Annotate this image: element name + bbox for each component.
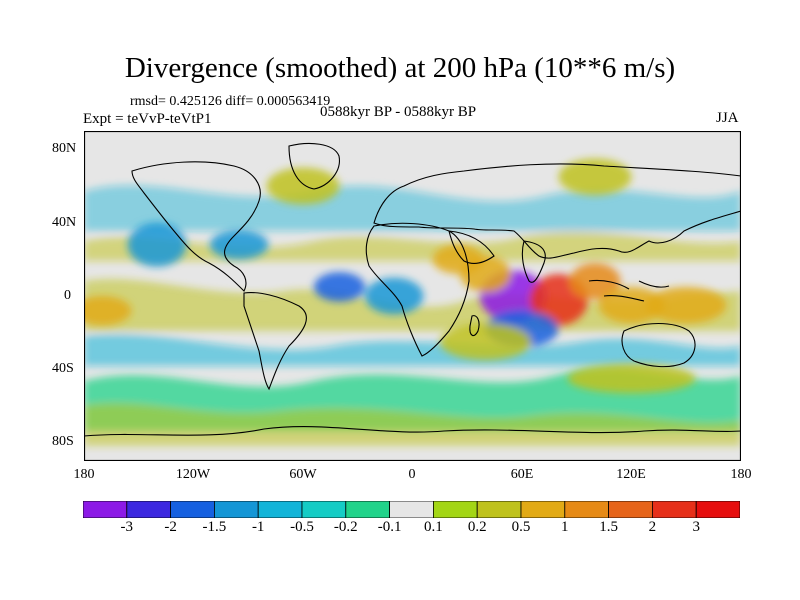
colorbar-swatch xyxy=(432,501,478,518)
colorbar-tick-label: 0.5 xyxy=(511,519,531,535)
colorbar-swatch xyxy=(301,501,347,518)
lon-label-120e: 120E xyxy=(616,467,646,482)
lon-label-120w: 120W xyxy=(175,467,211,482)
colorbar-swatch xyxy=(345,501,390,518)
colorbar-swatch xyxy=(520,501,566,518)
colorbar xyxy=(83,501,740,518)
lon-label-0: 0 xyxy=(408,467,416,482)
colorbar-tick-label: -0.5 xyxy=(290,519,314,535)
colorbar-tick-label: 0.2 xyxy=(467,519,487,535)
lon-label-180e: 180 xyxy=(730,467,752,482)
colorbar-swatch xyxy=(564,501,609,518)
stats-text: rmsd= 0.425126 diff= 0.000563419 xyxy=(130,94,331,109)
anomaly-blob xyxy=(365,277,424,315)
colorbar-swatch xyxy=(170,501,215,518)
colorbar-swatch xyxy=(389,501,434,518)
anomaly-blob xyxy=(569,263,621,300)
anomaly-blob xyxy=(127,222,187,267)
colorbar-swatch xyxy=(476,501,522,518)
colorbar-tick-label: 3 xyxy=(692,519,700,535)
season-label: JJA xyxy=(716,110,739,126)
experiment-label: Expt = teVvP-teVtP1 xyxy=(83,111,212,127)
lon-label-180w: 180 xyxy=(73,467,95,482)
anomaly-blob xyxy=(646,286,727,324)
colorbar-tick-label: 1.5 xyxy=(599,519,618,535)
anomaly-blob xyxy=(84,296,132,326)
lat-label-80n: 80N xyxy=(52,141,77,156)
anomaly-blob xyxy=(209,230,269,260)
period-label: 0588kyr BP - 0588kyr BP xyxy=(320,104,477,120)
colorbar-tick-label: -3 xyxy=(120,519,134,535)
map-title: Divergence (smoothed) at 200 hPa (10**6 … xyxy=(124,52,676,84)
anomaly-blob xyxy=(567,363,696,394)
colorbar-swatch xyxy=(257,501,303,518)
colorbar-tick-label: -0.1 xyxy=(377,519,402,535)
colorbar-tick-label: 1 xyxy=(561,519,569,535)
colorbar-swatch xyxy=(608,501,653,518)
lat-label-80s: 80S xyxy=(52,434,74,449)
colorbar-swatch xyxy=(83,501,128,518)
colorbar-swatch xyxy=(213,501,259,518)
anomaly-blobs xyxy=(84,158,727,394)
lon-label-60w: 60W xyxy=(289,467,317,482)
colorbar-tick-label: 0.1 xyxy=(424,519,443,535)
anomaly-blob xyxy=(459,255,512,293)
lon-label-60e: 60E xyxy=(510,467,534,482)
anomaly-blob xyxy=(266,167,340,205)
colorbar-tick-label: -1 xyxy=(251,519,265,535)
colorbar-tick-label: -1.5 xyxy=(202,519,227,535)
anomaly-blob xyxy=(439,323,532,361)
anomaly-blob xyxy=(313,272,366,302)
lat-label-40n: 40N xyxy=(52,215,77,230)
anomaly-blob xyxy=(558,158,632,196)
lat-label-40s: 40S xyxy=(52,361,74,376)
colorbar-swatch xyxy=(126,501,171,518)
lat-label-0: 0 xyxy=(64,288,71,303)
colorbar-swatch xyxy=(695,501,740,518)
divergence-map xyxy=(84,131,741,461)
colorbar-tick-label: -2 xyxy=(164,519,177,535)
colorbar-tick-label: -0.2 xyxy=(333,519,358,535)
colorbar-tick-label: 2 xyxy=(648,519,657,535)
colorbar-swatch xyxy=(652,501,697,518)
coastlines xyxy=(84,142,741,437)
